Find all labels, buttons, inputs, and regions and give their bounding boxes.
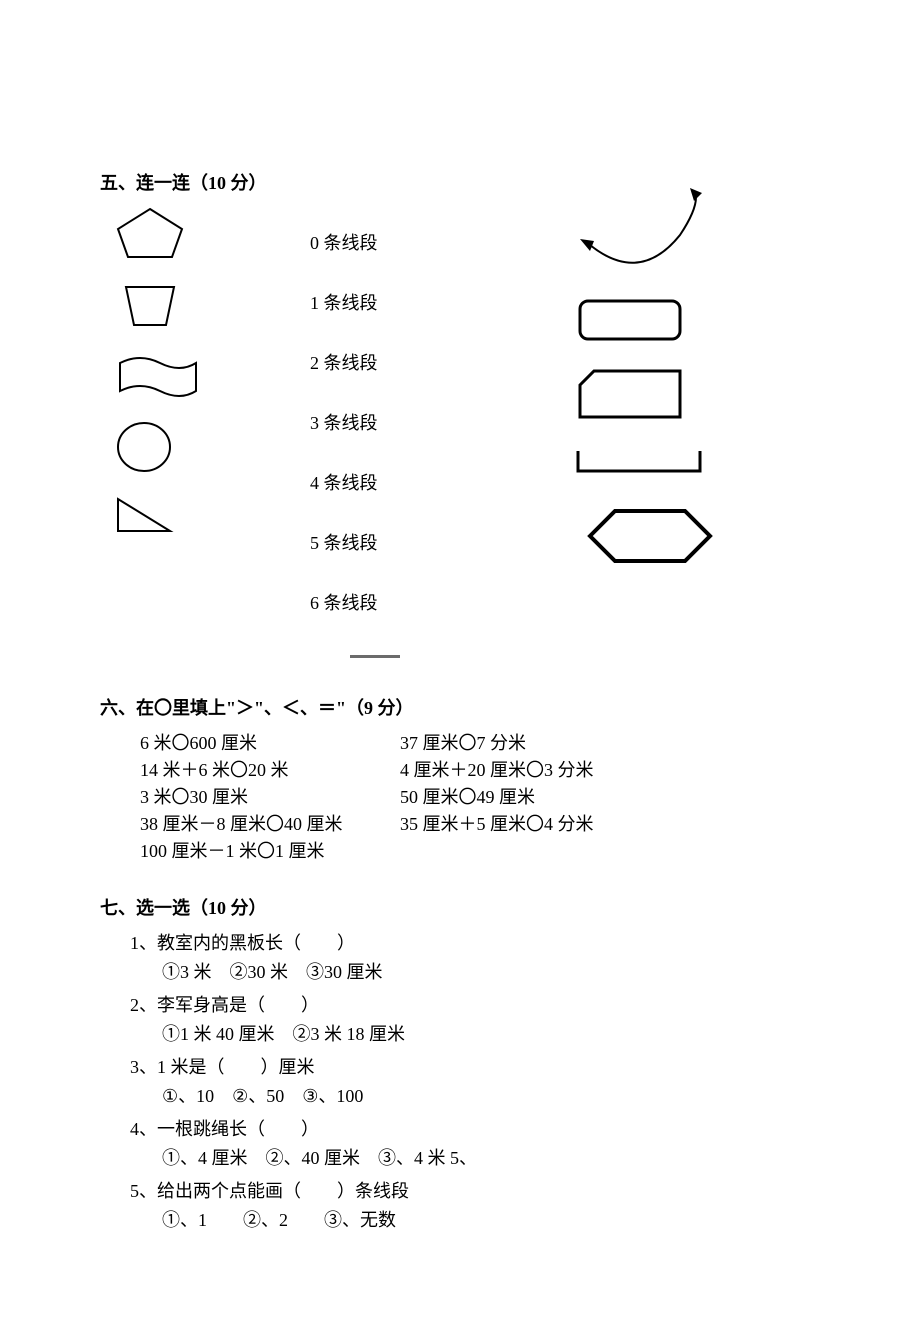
s6r3c1: 38 厘米－8 厘米〇40 厘米 [140,811,400,838]
label-2: 2 条线段 [310,350,430,377]
s7o3: ①、10 ②、50 ③、100 [100,1083,820,1110]
section5-container: 0 条线段 1 条线段 2 条线段 3 条线段 4 条线段 5 条线段 6 条线… [100,205,820,585]
divider-mark [350,655,400,658]
label-4: 4 条线段 [310,470,430,497]
flag-shape [110,349,200,401]
section6-title: 六、在〇里填上"＞"、＜、＝"（9 分） [100,695,820,722]
hexagon-shape [560,501,720,571]
trapezoid-shape [110,279,190,331]
s6r0c2: 37 厘米〇7 分米 [400,730,820,757]
section7: 七、选一选（10 分） 1、教室内的黑板长（ ） ①3 米 ②30 米 ③30 … [100,895,820,1234]
s7o4: ①、4 厘米 ②、40 厘米 ③、4 米 5、 [100,1145,820,1172]
rounded-rect-shape [560,295,690,345]
label-0: 0 条线段 [310,230,430,257]
label-3: 3 条线段 [310,410,430,437]
s6r4c1: 100 厘米－1 米〇1 厘米 [140,838,400,865]
section6-rows: 6 米〇600 厘米37 厘米〇7 分米 14 米＋6 米〇20 米 4 厘米＋… [100,730,820,865]
s6r4c2 [400,838,820,865]
s7o2: ①1 米 40 厘米 ②3 米 18 厘米 [100,1021,820,1048]
s7o1: ①3 米 ②30 米 ③30 厘米 [100,959,820,986]
pentagon-shape [110,205,190,261]
s7q5: 5、给出两个点能画（ ）条线段 [100,1178,820,1205]
cut-rect-shape [560,365,690,425]
section6: 六、在〇里填上"＞"、＜、＝"（9 分） 6 米〇600 厘米37 厘米〇7 分… [100,695,820,865]
s6r1c1: 14 米＋6 米〇20 米 [140,757,400,784]
s6r3c2: 35 厘米＋5 厘米〇4 分米 [400,811,820,838]
right-shapes [560,185,760,591]
label-5: 5 条线段 [310,530,430,557]
bracket-shape [560,445,710,481]
s6r1c2: 4 厘米＋20 厘米〇3 分米 [400,757,820,784]
s7o5: ①、1 ②、2 ③、无数 [100,1207,820,1234]
s7q2: 2、李军身高是（ ） [100,992,820,1019]
s7q3: 3、1 米是（ ）厘米 [100,1054,820,1081]
curve-arrows [560,185,720,275]
s7q1: 1、教室内的黑板长（ ） [100,930,820,957]
mid-labels: 0 条线段 1 条线段 2 条线段 3 条线段 4 条线段 5 条线段 6 条线… [310,230,430,650]
triangle-shape [110,493,180,537]
s7q4: 4、一根跳绳长（ ） [100,1116,820,1143]
label-1: 1 条线段 [310,290,430,317]
label-6: 6 条线段 [310,590,430,617]
circle-shape [110,419,178,475]
section7-title: 七、选一选（10 分） [100,895,820,922]
left-shapes [110,205,230,555]
s6r0c1: 6 米〇600 厘米 [140,730,400,757]
s6r2c1: 3 米〇30 厘米 [140,784,400,811]
s6r2c2: 50 厘米〇49 厘米 [400,784,820,811]
